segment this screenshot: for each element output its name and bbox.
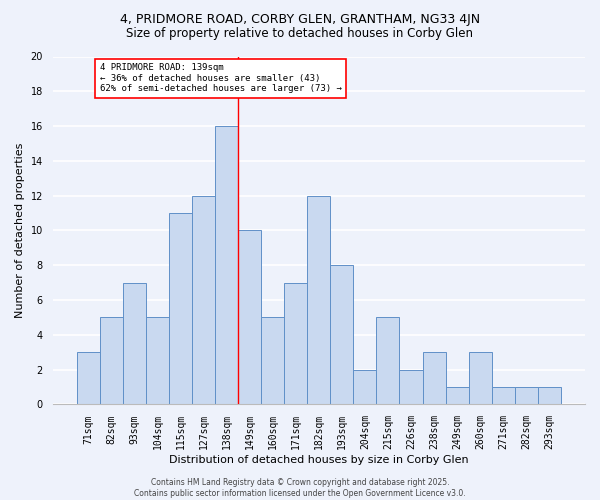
Bar [215, 126, 238, 404]
Bar [331, 266, 353, 404]
Bar [353, 370, 376, 404]
Bar [192, 196, 215, 404]
Bar [284, 282, 307, 405]
Bar [446, 387, 469, 404]
Bar [400, 370, 422, 404]
Bar [307, 196, 331, 404]
Bar [169, 213, 192, 404]
Bar [376, 318, 400, 404]
Y-axis label: Number of detached properties: Number of detached properties [15, 143, 25, 318]
Bar [538, 387, 561, 404]
Text: 4, PRIDMORE ROAD, CORBY GLEN, GRANTHAM, NG33 4JN: 4, PRIDMORE ROAD, CORBY GLEN, GRANTHAM, … [120, 12, 480, 26]
Bar [77, 352, 100, 405]
Bar [238, 230, 261, 404]
Bar [515, 387, 538, 404]
Bar [491, 387, 515, 404]
Text: Size of property relative to detached houses in Corby Glen: Size of property relative to detached ho… [127, 28, 473, 40]
Text: Contains HM Land Registry data © Crown copyright and database right 2025.
Contai: Contains HM Land Registry data © Crown c… [134, 478, 466, 498]
Bar [100, 318, 123, 404]
Bar [261, 318, 284, 404]
Bar [146, 318, 169, 404]
Bar [123, 282, 146, 405]
X-axis label: Distribution of detached houses by size in Corby Glen: Distribution of detached houses by size … [169, 455, 469, 465]
Bar [469, 352, 491, 405]
Bar [422, 352, 446, 405]
Text: 4 PRIDMORE ROAD: 139sqm
← 36% of detached houses are smaller (43)
62% of semi-de: 4 PRIDMORE ROAD: 139sqm ← 36% of detache… [100, 64, 342, 94]
